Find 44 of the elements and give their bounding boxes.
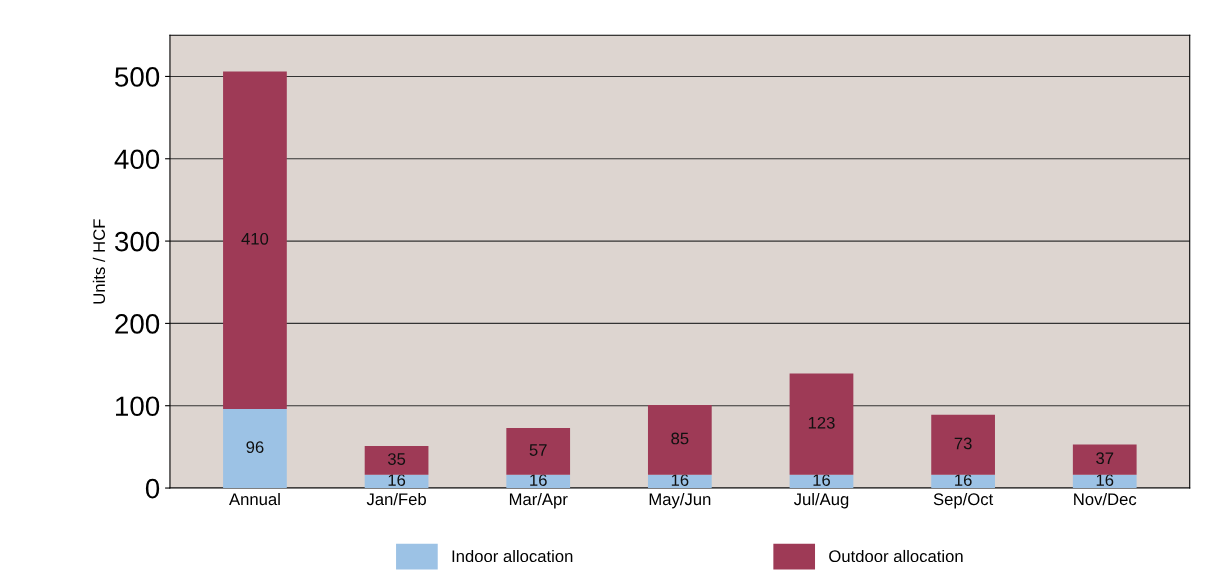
y-tick-label: 500 [115, 67, 160, 87]
bar [1072, 474, 1137, 489]
data-label: 57 [529, 444, 547, 456]
x-tick-label: Mar/Apr [509, 492, 568, 509]
legend-label: Outdoor allocation [829, 549, 963, 563]
data-label: 16 [530, 474, 547, 486]
data-label: 96 [246, 441, 264, 453]
bar [789, 474, 854, 489]
bar [647, 474, 712, 489]
y-tick-label: 200 [115, 314, 160, 334]
y-tick-label: 0 [145, 478, 160, 499]
x-tick-label: May/Jun [649, 492, 711, 509]
bar [931, 474, 995, 489]
data-label: 85 [671, 432, 689, 445]
data-label: 16 [671, 474, 689, 486]
data-label: 123 [808, 416, 835, 429]
bar [364, 474, 429, 489]
bar [223, 71, 287, 410]
bar [506, 474, 571, 489]
bar [223, 409, 287, 489]
data-label: 73 [954, 437, 972, 450]
bar [1072, 444, 1137, 475]
bar [931, 414, 995, 475]
data-label: 35 [387, 453, 406, 465]
y-tick-label: 100 [116, 396, 160, 417]
x-tick-label: Jul/Aug [793, 492, 849, 509]
data-label: 16 [813, 474, 831, 486]
bar [789, 373, 854, 475]
y-tick-label: 400 [114, 149, 160, 170]
data-label: 16 [1096, 474, 1114, 486]
bar [364, 446, 429, 475]
x-tick-label: Jan/Feb [366, 492, 426, 506]
data-label: 410 [241, 232, 269, 245]
y-tick-label: 300 [114, 231, 160, 252]
data-label: 37 [1096, 452, 1114, 465]
x-tick-label: Annual [229, 492, 280, 506]
x-tick-label: Sep/Oct [933, 492, 994, 509]
bar [506, 427, 571, 475]
data-label: 16 [955, 474, 972, 486]
data-label: 16 [388, 474, 406, 486]
legend-label: Indoor allocation [452, 549, 573, 563]
bar [647, 404, 712, 475]
y-axis-title: Units / HCF [92, 219, 106, 304]
x-tick-label: Nov/Dec [1074, 492, 1137, 506]
